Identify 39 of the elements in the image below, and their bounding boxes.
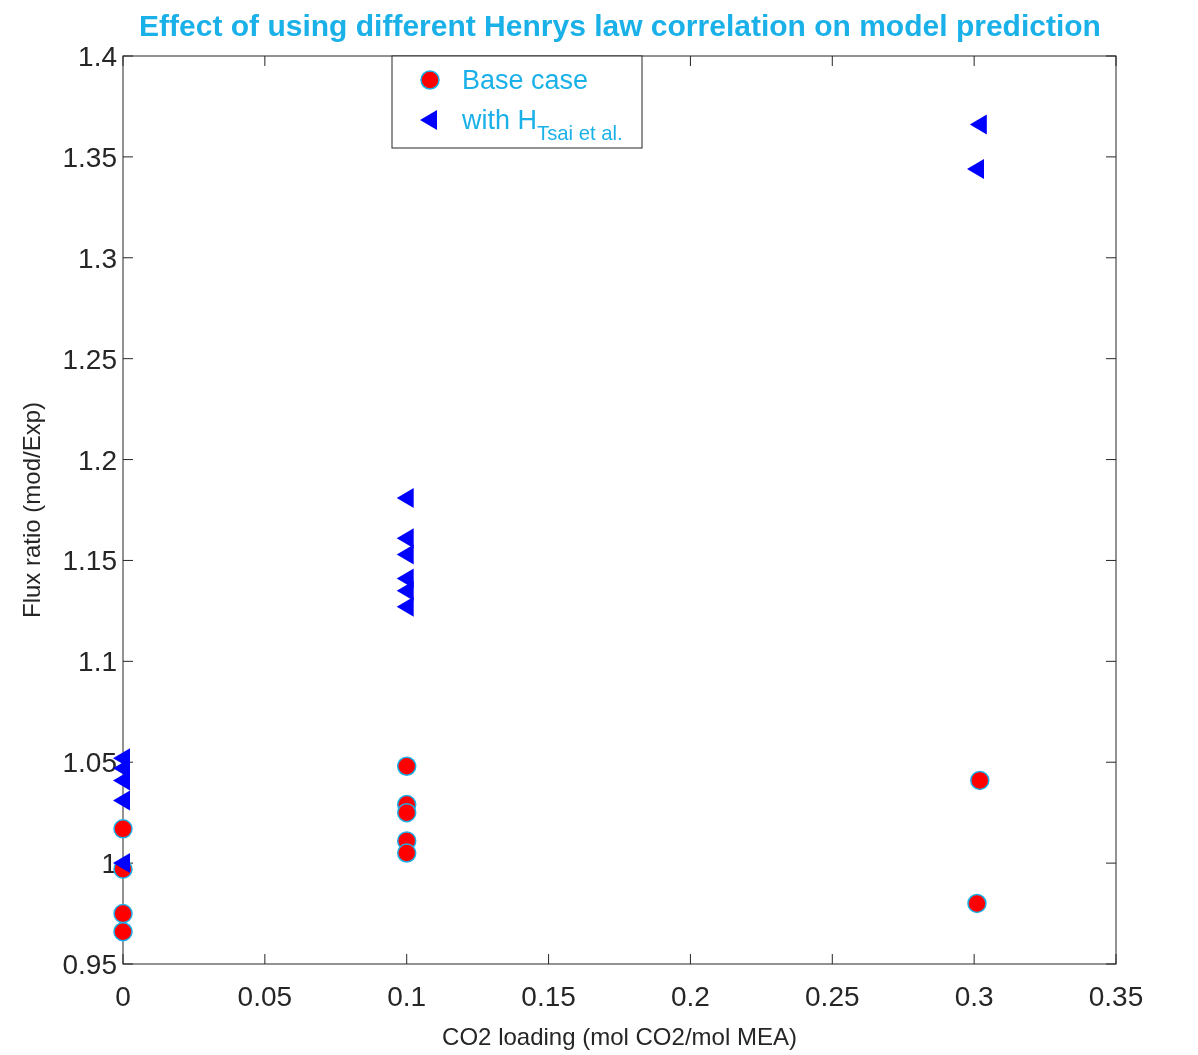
x-tick-label: 0.3: [954, 981, 994, 1012]
point: [396, 756, 417, 777]
x-tick-label: 0: [115, 981, 131, 1012]
y-tick-label: 1.15: [62, 545, 117, 577]
y-tick-label: 1.35: [62, 141, 117, 173]
point: [396, 843, 417, 863]
point: [969, 114, 987, 135]
y-axis-title: Flux ratio (mod/Exp): [18, 401, 45, 619]
point: [113, 819, 133, 839]
point: [396, 596, 414, 617]
point: [396, 487, 414, 508]
x-tick-label: 0.2: [670, 981, 710, 1012]
chart-title: Effect of using different Henrys law correlation on model prediction: [139, 9, 1101, 42]
point: [113, 853, 130, 874]
x-tick-label: 0.1: [387, 981, 427, 1012]
x-axis-title: CO2 loading (mol CO2/mol MEA): [442, 1023, 797, 1050]
y-tick-label: 1.25: [62, 343, 117, 375]
y-tick-label: 1.3: [78, 242, 117, 274]
x-tick-label: 0.15: [521, 981, 576, 1012]
y-tick-label: 1.1: [78, 646, 117, 678]
x-tick-label: 0.35: [1088, 981, 1144, 1012]
legend-label: Base case: [462, 65, 589, 95]
x-tick-label: 0.25: [805, 981, 860, 1012]
point: [113, 903, 133, 924]
x-tick-label: 0.05: [237, 981, 293, 1012]
legend-label: with H$_{Tsai et al.}$: [461, 105, 623, 144]
point: [970, 770, 990, 791]
y-tick-label: 1.2: [78, 444, 117, 476]
point: [396, 580, 414, 601]
point: [113, 921, 133, 942]
point: [396, 802, 417, 823]
point: [396, 544, 414, 565]
point: [966, 159, 984, 179]
point: [967, 893, 987, 914]
y-tick-label: 0.95: [62, 949, 117, 980]
point: [396, 528, 414, 549]
y-tick-label: 1.4: [78, 41, 117, 72]
point: [113, 790, 130, 811]
y-tick-label: 1.05: [62, 747, 117, 779]
